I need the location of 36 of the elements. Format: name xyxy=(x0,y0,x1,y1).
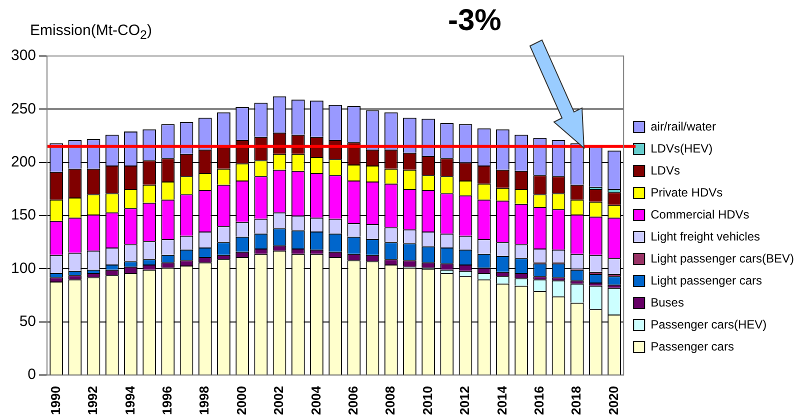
legend-label: Private HDVs xyxy=(650,185,723,200)
x-tick-label: 2010 xyxy=(420,386,435,415)
legend-label: LDVs xyxy=(650,163,680,178)
legend-label: Light passenger cars xyxy=(650,273,762,288)
x-tick-label: 1992 xyxy=(85,386,100,415)
legend-label: Light passenger cars(BEV) xyxy=(650,251,794,266)
y-tick-label: 50 xyxy=(19,313,36,330)
legend-label: LDVs(HEV) xyxy=(650,141,713,156)
legend-label: Light freight vehicles xyxy=(650,229,760,244)
legend-label: Commercial HDVs xyxy=(650,207,750,222)
y-tick-label: 250 xyxy=(10,100,36,118)
x-tick-label: 2006 xyxy=(345,386,360,415)
text: -3% xyxy=(448,4,502,38)
legend-label: air/rail/water xyxy=(650,119,716,134)
y-tick-label: 100 xyxy=(10,260,36,277)
y-tick-label: 150 xyxy=(10,206,36,224)
x-tick-label: 1998 xyxy=(196,386,212,415)
x-tick-label: 2002 xyxy=(271,386,286,415)
x-tick-label: 2018 xyxy=(568,386,584,415)
x-tick-label: 2008 xyxy=(382,386,398,415)
legend-label: Passenger cars(HEV) xyxy=(650,317,767,332)
x-tick-label: 1994 xyxy=(122,385,138,415)
y-tick-label: 300 xyxy=(10,47,36,64)
y-tick-label: 0 xyxy=(28,366,36,384)
legend-label: Passenger cars xyxy=(650,339,734,354)
x-tick-label: 2016 xyxy=(531,386,546,415)
x-tick-label: 1990 xyxy=(48,386,63,415)
x-tick-label: 2020 xyxy=(606,386,621,415)
x-tick-label: 2004 xyxy=(308,385,324,415)
y-tick-label: 200 xyxy=(10,154,36,170)
x-tick-label: 1996 xyxy=(160,386,174,415)
legend-label: Buses xyxy=(650,295,684,310)
x-tick-label: 2012 xyxy=(457,386,472,415)
x-tick-label: 2014 xyxy=(494,385,510,415)
x-tick-label: 2000 xyxy=(234,386,249,415)
y-axis-title: Emission(Mt-CO$_{2}$) xyxy=(30,22,152,42)
